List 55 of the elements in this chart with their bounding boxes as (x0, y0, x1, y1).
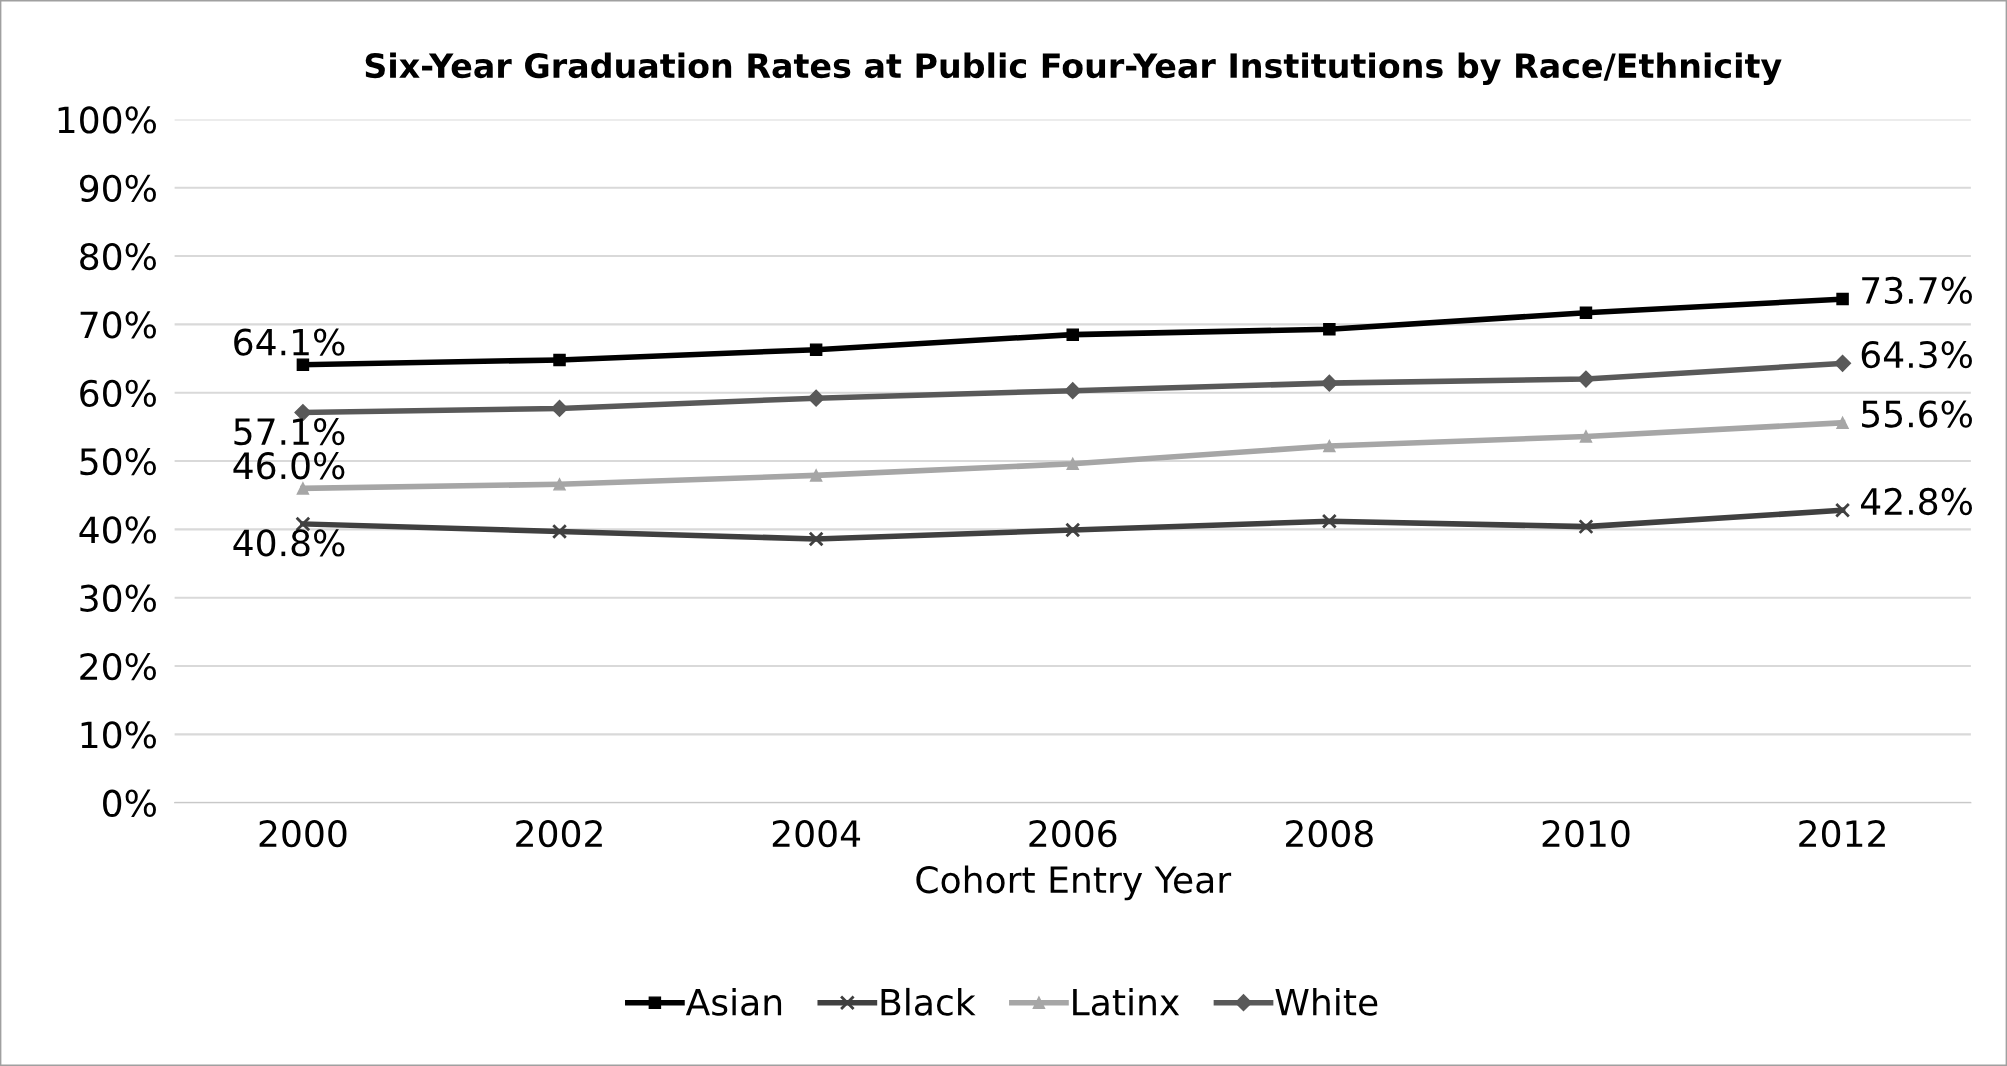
data-label: 64.1% (234, 328, 345, 356)
point (1321, 513, 1337, 529)
x-tick-label: 2006 (1029, 820, 1117, 848)
point (551, 523, 568, 540)
data-label: 64.3% (1861, 340, 1972, 369)
data-label: 57.1% (234, 417, 345, 446)
point (1066, 328, 1079, 341)
x-tick-label: 2004 (772, 820, 861, 848)
x-tick-label: 2002 (516, 820, 602, 848)
point (296, 358, 310, 371)
point (553, 353, 566, 367)
point (553, 478, 566, 491)
x-tick-label: 2010 (1542, 820, 1630, 848)
legend-label: Asian (685, 987, 782, 1016)
point (807, 389, 825, 407)
point (1836, 416, 1849, 430)
x-tick-label: 2008 (1286, 820, 1373, 848)
legend-label: Black (881, 987, 976, 1016)
point (809, 469, 823, 482)
data-label: 55.6% (1862, 400, 1972, 428)
point (1323, 439, 1336, 453)
legend-label: Latinx (1073, 987, 1180, 1016)
legend-label: White (1275, 987, 1378, 1016)
data-label: 40.8% (233, 529, 345, 557)
point (1065, 522, 1081, 538)
x-tick-label: 2012 (1799, 820, 1885, 848)
point (1834, 502, 1851, 518)
point (809, 343, 823, 356)
y-tick-label: 70% (80, 311, 156, 339)
point (1323, 322, 1336, 336)
x-tick-label: 2000 (259, 820, 347, 848)
y-tick-label: 40% (79, 516, 156, 544)
point (1578, 519, 1594, 535)
y-tick-label: 60% (80, 379, 156, 407)
y-tick-label: 20% (80, 652, 156, 681)
point (296, 482, 310, 495)
point (1834, 354, 1852, 372)
y-tick-label: 90% (79, 174, 156, 202)
y-tick-label: 50% (80, 447, 156, 476)
point (1579, 430, 1593, 443)
point (1579, 306, 1593, 320)
chart-title: Six-Year Graduation Rates at Public Four-Year Institutions by Race/Ethnicity (365, 52, 1782, 85)
point (808, 531, 824, 547)
x-axis-title: Cohort Entry Year (916, 865, 1232, 901)
y-tick-label: 30% (80, 584, 156, 612)
data-label: 46.0% (233, 452, 345, 480)
point (1577, 370, 1595, 388)
point (1066, 457, 1079, 471)
y-tick-label: 10% (81, 721, 156, 749)
point (1836, 292, 1849, 306)
data-label: 73.7% (1862, 276, 1972, 305)
y-tick-label: 80% (80, 242, 156, 271)
y-tick-label: 100% (58, 106, 156, 134)
data-label: 42.8% (1861, 487, 1972, 516)
y-tick-label: 0% (103, 789, 156, 817)
